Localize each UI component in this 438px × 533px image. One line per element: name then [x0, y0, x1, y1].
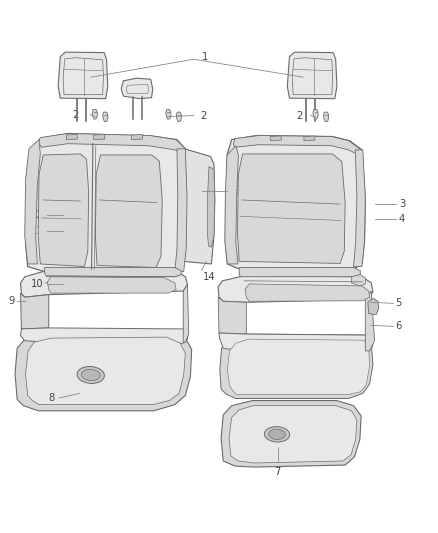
Polygon shape [287, 52, 337, 99]
Polygon shape [38, 133, 184, 155]
Polygon shape [351, 274, 365, 286]
Text: 3: 3 [399, 199, 405, 209]
Text: 10: 10 [31, 279, 43, 289]
Polygon shape [131, 134, 142, 140]
Polygon shape [218, 297, 246, 334]
Polygon shape [45, 268, 181, 277]
Polygon shape [220, 334, 373, 399]
Polygon shape [25, 337, 185, 405]
Text: 2: 2 [200, 110, 206, 120]
Polygon shape [21, 328, 187, 343]
Polygon shape [208, 167, 215, 247]
Polygon shape [103, 112, 108, 122]
Polygon shape [353, 150, 365, 266]
Polygon shape [47, 277, 176, 293]
Polygon shape [237, 154, 345, 263]
Polygon shape [368, 298, 379, 314]
Text: 4: 4 [399, 214, 405, 224]
Text: 2: 2 [72, 109, 78, 119]
Polygon shape [94, 134, 105, 140]
Polygon shape [21, 271, 187, 297]
Text: 1: 1 [202, 52, 208, 62]
Text: 13: 13 [230, 186, 242, 196]
Text: 5: 5 [396, 298, 402, 309]
Polygon shape [324, 112, 328, 122]
Text: 12: 12 [31, 211, 43, 220]
Text: 11: 11 [31, 225, 43, 236]
Text: 7: 7 [275, 467, 281, 477]
Polygon shape [21, 293, 49, 329]
Polygon shape [292, 58, 332, 95]
Polygon shape [121, 78, 153, 99]
Polygon shape [166, 110, 171, 119]
Polygon shape [304, 136, 315, 141]
Polygon shape [126, 84, 148, 94]
Polygon shape [270, 136, 281, 141]
Ellipse shape [265, 426, 290, 442]
Polygon shape [219, 333, 373, 352]
Polygon shape [38, 154, 88, 266]
Polygon shape [63, 58, 103, 95]
Ellipse shape [268, 429, 286, 439]
Polygon shape [25, 133, 187, 273]
Polygon shape [218, 276, 373, 302]
Polygon shape [233, 135, 361, 156]
Polygon shape [177, 112, 181, 122]
Polygon shape [225, 146, 238, 264]
Text: 14: 14 [203, 272, 215, 282]
Text: 9: 9 [8, 296, 14, 306]
Text: 8: 8 [48, 393, 54, 403]
Polygon shape [239, 268, 360, 277]
Polygon shape [15, 332, 192, 411]
Polygon shape [183, 285, 189, 342]
Polygon shape [365, 291, 374, 351]
Polygon shape [180, 149, 215, 264]
Text: 6: 6 [396, 321, 402, 332]
Polygon shape [313, 110, 318, 119]
Polygon shape [245, 284, 370, 301]
Polygon shape [229, 406, 357, 463]
Text: 2: 2 [297, 110, 303, 120]
Ellipse shape [81, 369, 100, 381]
Polygon shape [92, 110, 97, 119]
Polygon shape [175, 149, 187, 272]
Polygon shape [58, 52, 108, 99]
Polygon shape [95, 155, 162, 268]
Polygon shape [225, 135, 365, 269]
Polygon shape [221, 401, 361, 467]
Polygon shape [25, 140, 40, 264]
Polygon shape [67, 134, 77, 140]
Polygon shape [227, 339, 370, 394]
Ellipse shape [77, 367, 104, 383]
